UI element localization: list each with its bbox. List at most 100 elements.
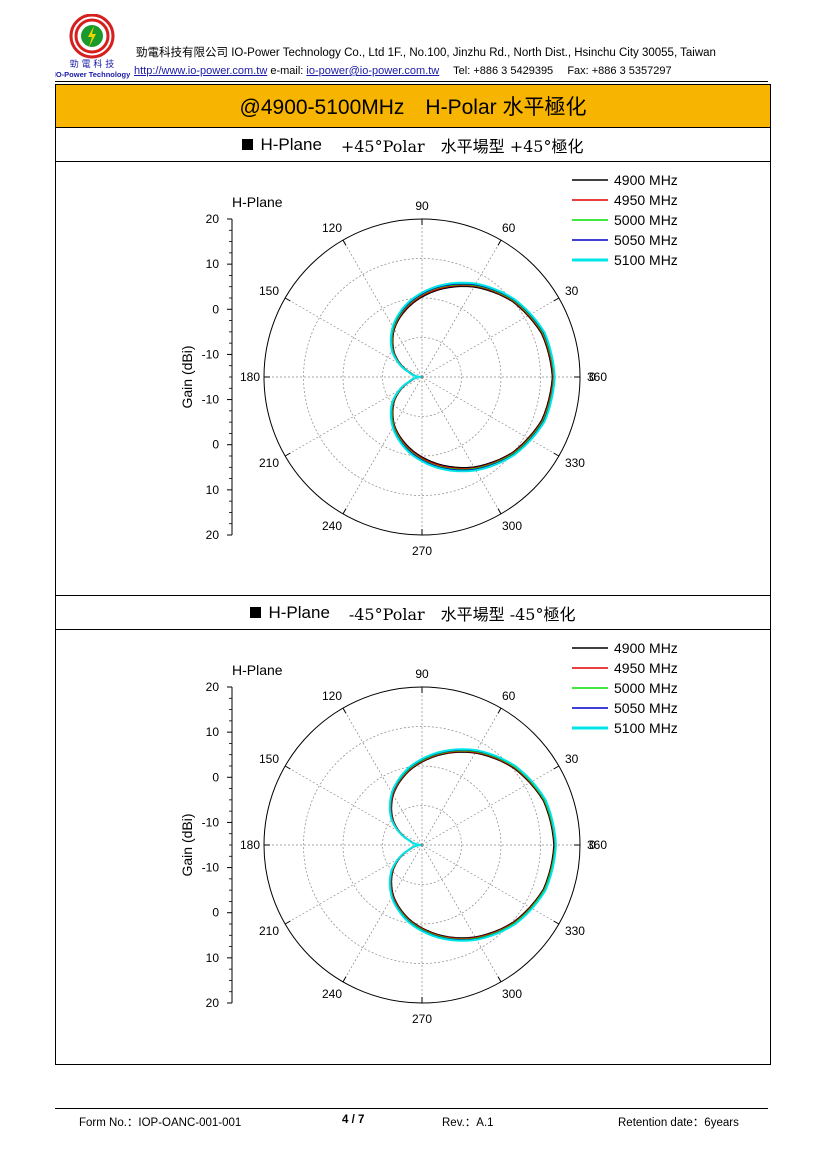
legend-label: 4950 MHz — [614, 192, 678, 208]
grid-radial-line — [421, 765, 560, 846]
logo-graphic: 勁 電 科 技 IO-Power Technology — [54, 13, 131, 79]
series-line — [388, 748, 557, 942]
angle-tick-label: 330 — [565, 456, 585, 470]
grid-circle — [303, 726, 541, 964]
angle-tick — [497, 707, 502, 714]
angle-tick-label: 270 — [412, 1012, 432, 1026]
polar-chart-svg: 0 30 60 90 120 150 180 210 240 270 300 330 360 20 10 0 -… — [179, 640, 678, 1026]
legend-label: 5000 MHz — [614, 212, 678, 228]
radial-axis-tick-label: 20 — [206, 996, 220, 1010]
fax-text: Fax: +886 3 5357297 — [567, 65, 672, 77]
angle-tick — [284, 765, 291, 770]
radial-axis-tick-label: 0 — [212, 302, 219, 316]
header-rule — [55, 81, 768, 82]
legend-label: 5050 MHz — [614, 232, 678, 248]
legend-label: 5000 MHz — [614, 680, 678, 696]
polar-chart-minus45: 0 30 60 90 120 150 180 210 240 270 300 330 360 20 10 0 -… — [56, 632, 770, 1062]
radial-axis-tick-label: 20 — [206, 680, 220, 694]
angle-tick-label: 180 — [240, 370, 260, 384]
grid-circle — [303, 258, 541, 496]
grid-circle — [342, 297, 502, 457]
angle-tick-label: 300 — [502, 987, 522, 1001]
section-plane-label: H-Plane — [260, 134, 322, 154]
legend-label: 4900 MHz — [614, 172, 678, 188]
page-title: @4900-5100MHz H-Polar 水平極化 — [56, 85, 770, 128]
angle-tick-label: 240 — [322, 519, 342, 533]
polar-chart-plus45: 0 30 60 90 120 150 180 210 240 270 300 330 360 20 10 0 -… — [56, 164, 770, 594]
angle-tick — [284, 297, 291, 302]
section-plane-label: H-Plane — [268, 602, 330, 622]
radial-axis-tick-label: 0 — [212, 906, 219, 920]
footer-rule — [55, 1108, 768, 1109]
retention-date: Retention date：6years — [618, 1117, 739, 1129]
legend-label: 4950 MHz — [614, 660, 678, 676]
revision: Rev.：A.1 — [442, 1117, 494, 1129]
angle-tick-label: 60 — [502, 221, 516, 235]
radial-axis-tick-label: 20 — [206, 212, 220, 226]
angle-tick-label: 120 — [322, 221, 342, 235]
angle-tick-label: 0 — [589, 838, 596, 852]
radial-axis-tick-label: -10 — [202, 393, 220, 407]
y-axis-label: Gain (dBi) — [179, 345, 195, 408]
section-divider — [56, 595, 770, 596]
radial-axis-tick-label: 10 — [206, 951, 220, 965]
radial-axis-tick-label: 10 — [206, 725, 220, 739]
angle-tick-label: 90 — [415, 199, 429, 213]
company-logo: 勁 電 科 技 IO-Power Technology — [54, 13, 131, 80]
legend-label: 5100 MHz — [614, 252, 678, 268]
radial-axis-tick-label: 0 — [212, 438, 219, 452]
bullet-square-icon — [242, 139, 254, 150]
angle-tick-label: 0 — [589, 370, 596, 384]
angle-tick — [553, 765, 560, 770]
angle-tick — [342, 239, 347, 246]
series-line — [389, 281, 556, 473]
angle-tick — [342, 976, 347, 983]
angle-tick-label: 210 — [259, 456, 279, 470]
tel-text: Tel: +886 3 5429395 — [453, 65, 554, 77]
grid-radial-line — [421, 844, 502, 983]
email-link[interactable]: io-power@io-power.com.tw — [306, 65, 440, 77]
angle-tick-label: 60 — [502, 689, 516, 703]
logo-text-cn: 勁 電 科 技 — [70, 58, 115, 70]
radial-axis-tick-label: 10 — [206, 483, 220, 497]
angle-tick — [553, 452, 560, 457]
section-polar-label: -45°Polar 水平場型 -45°極化 — [348, 604, 576, 624]
radial-axis-tick-label: -10 — [202, 347, 220, 361]
angle-tick-label: 330 — [565, 924, 585, 938]
radial-axis-tick-label: -10 — [202, 815, 220, 829]
legend-label: 5100 MHz — [614, 720, 678, 736]
angle-tick-label: 150 — [259, 284, 279, 298]
website-link[interactable]: http://www.io-power.com.tw — [134, 65, 268, 77]
radial-axis-tick-label: 20 — [206, 528, 220, 542]
angle-tick-label: 300 — [502, 519, 522, 533]
radial-axis-tick-label: 10 — [206, 257, 220, 271]
angle-tick — [284, 920, 291, 925]
section-polar-label: +45°Polar 水平場型 +45°極化 — [340, 136, 584, 156]
radial-axis-tick-label: 0 — [212, 770, 219, 784]
section-head-minus45: H-Plane -45°Polar 水平場型 -45°極化 — [56, 596, 770, 630]
angle-tick-label: 240 — [322, 987, 342, 1001]
logo-text-en: IO-Power Technology — [55, 70, 130, 79]
grid-circle — [382, 337, 462, 417]
contact-line: http://www.io-power.com.tw e-mail: io-po… — [134, 65, 672, 77]
section-head-plus45: H-Plane +45°Polar 水平場型 +45°極化 — [56, 128, 770, 162]
radial-axis-tick-label: -10 — [202, 861, 220, 875]
chart-title: H-Plane — [232, 662, 283, 678]
angle-tick — [497, 508, 502, 515]
angle-tick — [553, 920, 560, 925]
legend-label: 4900 MHz — [614, 640, 678, 656]
angle-tick — [342, 508, 347, 515]
y-axis-label: Gain (dBi) — [179, 813, 195, 876]
company-address: 勁電科技有限公司 IO-Power Technology Co., Ltd 1F… — [136, 47, 716, 59]
legend-label: 5050 MHz — [614, 700, 678, 716]
form-number: Form No.：IOP-OANC-001-001 — [79, 1117, 242, 1129]
email-label: e-mail: — [270, 65, 304, 77]
angle-tick-label: 180 — [240, 838, 260, 852]
angle-tick — [497, 239, 502, 246]
angle-tick — [284, 452, 291, 457]
grid-radial-line — [342, 707, 423, 846]
grid-radial-line — [342, 239, 423, 378]
page-number: 4 / 7 — [342, 1114, 365, 1126]
report-frame: @4900-5100MHz H-Polar 水平極化 H-Plane +45°P… — [55, 84, 771, 1065]
angle-tick-label: 30 — [565, 752, 579, 766]
